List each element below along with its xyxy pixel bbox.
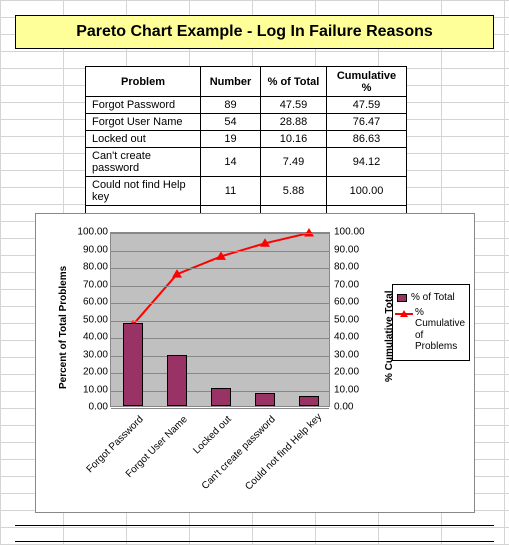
y-axis-left: 0.0010.0020.0030.0040.0050.0060.0070.008… — [72, 232, 108, 407]
legend-label-bars: % of Total — [411, 292, 467, 304]
pareto-chart: 0.0010.0020.0030.0040.0050.0060.0070.008… — [35, 213, 475, 513]
table-row: Forgot Password8947.5947.59 — [86, 97, 407, 114]
y-axis-label-left: Percent of Total Problems — [58, 266, 69, 389]
cell-number: 14 — [201, 148, 261, 177]
cell-problem: Forgot Password — [86, 97, 201, 114]
cell-number: 89 — [201, 97, 261, 114]
th-pct: % of Total — [261, 67, 327, 97]
cumulative-line — [111, 233, 329, 406]
x-axis-label: Can't create password — [199, 414, 277, 492]
x-axis-label: Forgot Password — [67, 414, 145, 492]
cell-number: 54 — [201, 114, 261, 131]
cell-problem: Could not find Help key — [86, 177, 201, 206]
cell-number: 11 — [201, 177, 261, 206]
x-axis-label: Locked out — [155, 414, 233, 492]
chart-bar — [167, 355, 187, 406]
x-axis-label: Could not find Help key — [243, 414, 321, 492]
sheet-bottom-border-1 — [15, 525, 494, 526]
table-row: Could not find Help key115.88100.00 — [86, 177, 407, 206]
cell-cum: 100.00 — [327, 177, 407, 206]
table-row: Locked out1910.1686.63 — [86, 131, 407, 148]
title-bar: Pareto Chart Example - Log In Failure Re… — [15, 15, 494, 49]
chart-legend: % of Total % Cumulative of Problems — [392, 284, 470, 361]
cell-cum: 86.63 — [327, 131, 407, 148]
cell-problem: Locked out — [86, 131, 201, 148]
cell-pct: 7.49 — [261, 148, 327, 177]
cell-cum: 76.47 — [327, 114, 407, 131]
x-axis-label: Forgot User Name — [111, 414, 189, 492]
legend-label-line: % Cumulative of Problems — [415, 307, 467, 353]
cell-pct: 47.59 — [261, 97, 327, 114]
legend-item-bars: % of Total — [395, 292, 467, 304]
legend-swatch-bar — [397, 294, 407, 302]
legend-swatch-line — [395, 309, 413, 319]
cell-cum: 47.59 — [327, 97, 407, 114]
table-row: Forgot User Name5428.8876.47 — [86, 114, 407, 131]
cell-number: 19 — [201, 131, 261, 148]
cell-problem: Forgot User Name — [86, 114, 201, 131]
legend-item-line: % Cumulative of Problems — [395, 307, 467, 353]
sheet-bottom-border-2 — [15, 541, 494, 542]
chart-bar — [299, 396, 319, 406]
page-title: Pareto Chart Example - Log In Failure Re… — [76, 23, 433, 41]
plot-area — [110, 232, 330, 407]
th-problem: Problem — [86, 67, 201, 97]
chart-bar — [255, 393, 275, 406]
table-header-row: Problem Number % of Total Cumulative % — [86, 67, 407, 97]
table-row: Can't create password147.4994.12 — [86, 148, 407, 177]
chart-bar — [211, 388, 231, 406]
chart-bar — [123, 323, 143, 406]
x-axis-labels: Forgot PasswordForgot User NameLocked ou… — [110, 414, 330, 492]
th-number: Number — [201, 67, 261, 97]
cell-cum: 94.12 — [327, 148, 407, 177]
cell-problem: Can't create password — [86, 148, 201, 177]
cell-pct: 5.88 — [261, 177, 327, 206]
cell-pct: 28.88 — [261, 114, 327, 131]
y-axis-right: 0.0010.0020.0030.0040.0050.0060.0070.008… — [334, 232, 370, 407]
cell-pct: 10.16 — [261, 131, 327, 148]
th-cum: Cumulative % — [327, 67, 407, 97]
